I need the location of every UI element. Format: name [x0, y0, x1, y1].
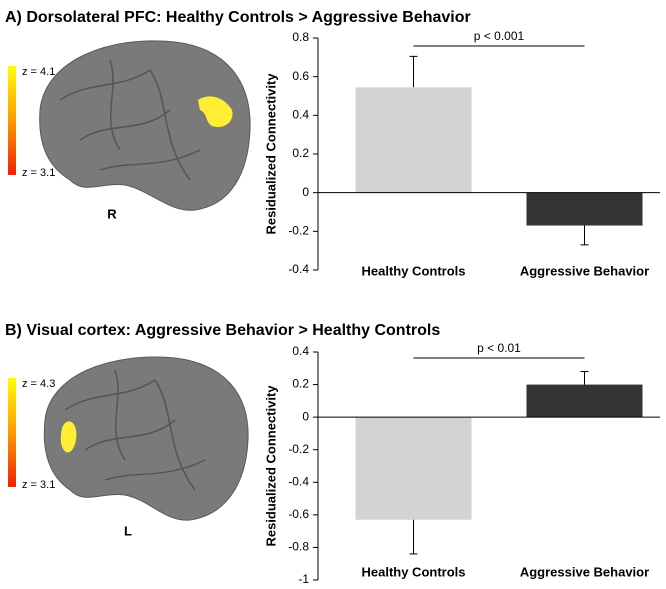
x-tick-label: Aggressive Behavior [520, 263, 649, 278]
y-tick-label: 0 [302, 409, 309, 423]
colorbar-label: z = 4.1 [22, 66, 55, 78]
x-tick-label: Healthy Controls [361, 564, 465, 579]
bar [355, 417, 472, 520]
y-tick-label: -0.4 [288, 262, 309, 276]
colorbar-label: z = 3.1 [22, 479, 55, 491]
bar [526, 384, 643, 418]
y-tick-label: -1 [298, 572, 309, 586]
y-axis-label: Residualized Connectivity [263, 385, 278, 547]
y-axis-label: Residualized Connectivity [263, 73, 278, 235]
panel-title: B) Visual cortex: Aggressive Behavior > … [5, 322, 440, 339]
significance-label: p < 0.01 [477, 341, 521, 355]
brain-b [8, 356, 249, 521]
hemisphere-label: R [107, 206, 117, 221]
colorbar-label: z = 4.3 [22, 378, 55, 390]
hemisphere-label: L [124, 523, 132, 538]
y-tick-label: 0.2 [292, 377, 309, 391]
y-tick-label: -0.2 [288, 442, 309, 456]
bar [355, 87, 472, 193]
y-tick-label: 0.6 [292, 69, 309, 83]
colorbar-label: z = 3.1 [22, 167, 55, 179]
y-tick-label: 0.8 [292, 30, 309, 44]
brain-a [8, 40, 251, 211]
y-tick-label: -0.2 [288, 224, 309, 238]
y-tick-label: 0.2 [292, 146, 309, 160]
y-tick-label: 0.4 [292, 108, 309, 122]
y-tick-label: 0.4 [292, 344, 309, 358]
panel-title: A) Dorsolateral PFC: Healthy Controls > … [5, 9, 471, 26]
y-tick-label: -0.6 [288, 507, 309, 521]
y-tick-label: -0.4 [288, 474, 309, 488]
y-tick-label: -0.8 [288, 540, 309, 554]
bar [526, 192, 643, 226]
significance-label: p < 0.001 [474, 29, 525, 43]
x-tick-label: Aggressive Behavior [520, 564, 649, 579]
x-tick-label: Healthy Controls [361, 263, 465, 278]
y-tick-label: 0 [302, 185, 309, 199]
